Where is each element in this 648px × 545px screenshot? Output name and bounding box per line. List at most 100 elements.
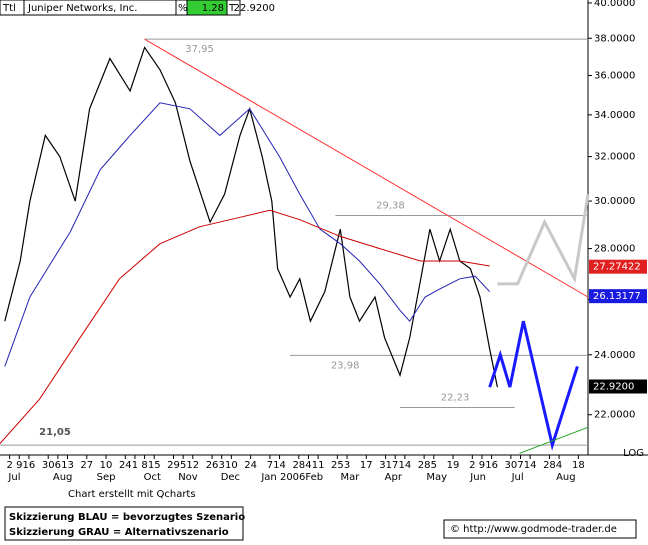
x-tick-label: 18 (572, 460, 585, 471)
month-label: Jan 2006 (260, 472, 305, 483)
y-tick-label: 40.0000 (594, 0, 635, 9)
series-line (4, 46, 498, 388)
month-label: Oct (144, 472, 161, 483)
series-line (488, 320, 579, 451)
series-line (519, 426, 589, 454)
x-tick-label: 1 (132, 460, 138, 471)
month-label: Nov (178, 472, 198, 483)
x-tick-label: 13 (61, 460, 74, 471)
x-tick-label: 30 (42, 460, 55, 471)
x-tick-label: 10 (100, 460, 113, 471)
legend-line: Skizzierung GRAU = Alternativszenario (9, 527, 229, 538)
price-badge (589, 379, 647, 394)
scale-label: LOG (623, 448, 644, 459)
x-tick-label: 30 (505, 460, 518, 471)
x-tick-label: 27 (80, 460, 93, 471)
x-tick-label: 7 (392, 460, 398, 471)
month-label: Dec (221, 472, 240, 483)
credit: Chart erstellt mit Qcharts (68, 489, 196, 500)
x-tick-label: 29 (167, 460, 180, 471)
x-tick-label: 24 (119, 460, 132, 471)
x-tick-label: 9 (16, 460, 22, 471)
y-tick-label: 24.0000 (594, 350, 635, 361)
x-tick-label: 19 (447, 460, 460, 471)
level-label: 37,95 (185, 44, 214, 55)
x-tick-label: 9 (479, 460, 485, 471)
x-tick-label: 7 (517, 460, 523, 471)
month-label: Aug (556, 472, 576, 483)
y-tick-label: 28.0000 (594, 244, 635, 255)
x-tick-label: 2 (469, 460, 475, 471)
copyright-box (443, 519, 637, 539)
y-tick-label: 36.0000 (594, 70, 635, 81)
pct-change: 1.28 (202, 3, 224, 14)
level-label: 22,23 (441, 393, 470, 404)
x-tick-label: 3 (219, 460, 225, 471)
copyright: © http://www.godmode-trader.de (450, 524, 617, 535)
x-tick-label: 26 (206, 460, 219, 471)
month-label: Jun (469, 472, 486, 483)
x-tick-label: 15 (148, 460, 161, 471)
y-tick-label: 30.0000 (594, 196, 635, 207)
month-label: May (426, 472, 447, 483)
pct-box (186, 0, 228, 16)
x-tick-label: 28 (543, 460, 556, 471)
month-label: Aug (53, 472, 73, 483)
x-tick-label: 28 (418, 460, 431, 471)
symbol: Ttl (2, 3, 16, 14)
x-tick-label: 14 (524, 460, 537, 471)
x-tick-label: 12 (186, 460, 199, 471)
x-tick-label: 2 (6, 460, 12, 471)
y-tick-label: 38.0000 (594, 33, 635, 44)
x-tick-label: 25 (331, 460, 344, 471)
x-tick-label: 5 (180, 460, 186, 471)
level-label: 21,05 (39, 427, 71, 438)
x-tick-label: 17 (360, 460, 373, 471)
y-tick-label: 34.0000 (594, 110, 635, 121)
month-label: Mar (340, 472, 360, 483)
x-tick-label: 28 (292, 460, 305, 471)
month-label: Feb (305, 472, 323, 483)
y-tick-label: 22.0000 (594, 410, 635, 421)
price-badge-label: 27.27422 (593, 262, 641, 273)
stock-name: Juniper Networks, Inc. (27, 3, 137, 14)
x-tick-label: 11 (312, 460, 325, 471)
x-tick-label: 4 (305, 460, 311, 471)
month-label: Jul (7, 472, 20, 483)
x-tick-label: 14 (273, 460, 286, 471)
x-tick-label: 14 (398, 460, 411, 471)
price-badge-label: 26.13177 (593, 291, 641, 302)
pct-label: % (178, 3, 188, 14)
month-label: Sep (97, 472, 116, 483)
price-badge (589, 289, 647, 304)
t-label: T (228, 3, 236, 14)
x-tick-label: 5 (431, 460, 437, 471)
month-label: Apr (385, 472, 403, 483)
series-line (144, 38, 589, 298)
x-tick-label: 8 (141, 460, 147, 471)
x-tick-label: 16 (23, 460, 36, 471)
price-badge-label: 22.9200 (593, 381, 634, 392)
series-line (0, 209, 490, 444)
series-line (497, 193, 590, 286)
level-label: 29,38 (376, 200, 405, 211)
x-tick-label: 3 (344, 460, 350, 471)
last-price-shown: 22.9200 (234, 3, 275, 14)
x-tick-label: 31 (379, 460, 392, 471)
x-tick-label: 24 (244, 460, 257, 471)
legend-line: Skizzierung BLAU = bevorzugtes Szenario (9, 512, 245, 523)
level-label: 23,98 (331, 360, 360, 371)
header-box (0, 0, 241, 16)
x-tick-label: 10 (225, 460, 238, 471)
x-tick-label: 4 (556, 460, 562, 471)
series-line (4, 102, 491, 367)
y-tick-label: 32.0000 (594, 152, 635, 163)
month-label: Jul (511, 472, 524, 483)
legend-box (4, 506, 244, 541)
x-tick-label: 16 (485, 460, 498, 471)
x-tick-label: 7 (267, 460, 273, 471)
price-badge (589, 259, 647, 274)
x-tick-label: 6 (55, 460, 61, 471)
